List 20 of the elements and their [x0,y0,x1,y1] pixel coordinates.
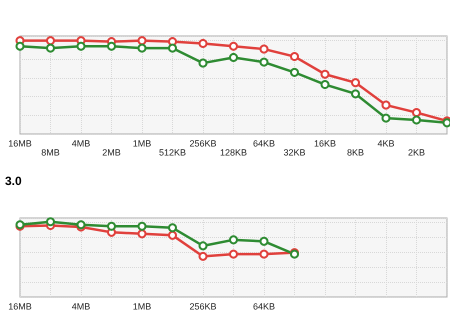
x-tick-label: 8MB [41,148,60,158]
x-tick-label: 256KB [189,138,217,148]
x-tick-label: 64KB [252,138,276,148]
chart-title: 3.0 [5,174,22,188]
x-tick-label: 4MB [72,138,90,148]
x-tick-label: 16MB [8,138,32,148]
x-tick-label: 1MB [132,302,152,312]
x-tick-label: 16KB [314,138,336,148]
x-tick-label: 2KB [408,148,426,158]
x-tick-label: 4MB [72,302,90,312]
x-tick-label: 2MB [102,148,121,158]
x-tick-label: 512KB [158,148,186,158]
x-tick-label: 1MB [132,138,152,148]
x-tick-label: 16MB [8,302,32,312]
x-tick-label: 64KB [252,302,276,312]
x-tick-label: 8KB [346,148,364,158]
x-tick-label: 256KB [189,302,217,312]
x-tick-label: 128KB [220,148,248,158]
x-tick-label: 32KB [283,148,306,158]
x-tick-label: 4KB [377,138,395,148]
